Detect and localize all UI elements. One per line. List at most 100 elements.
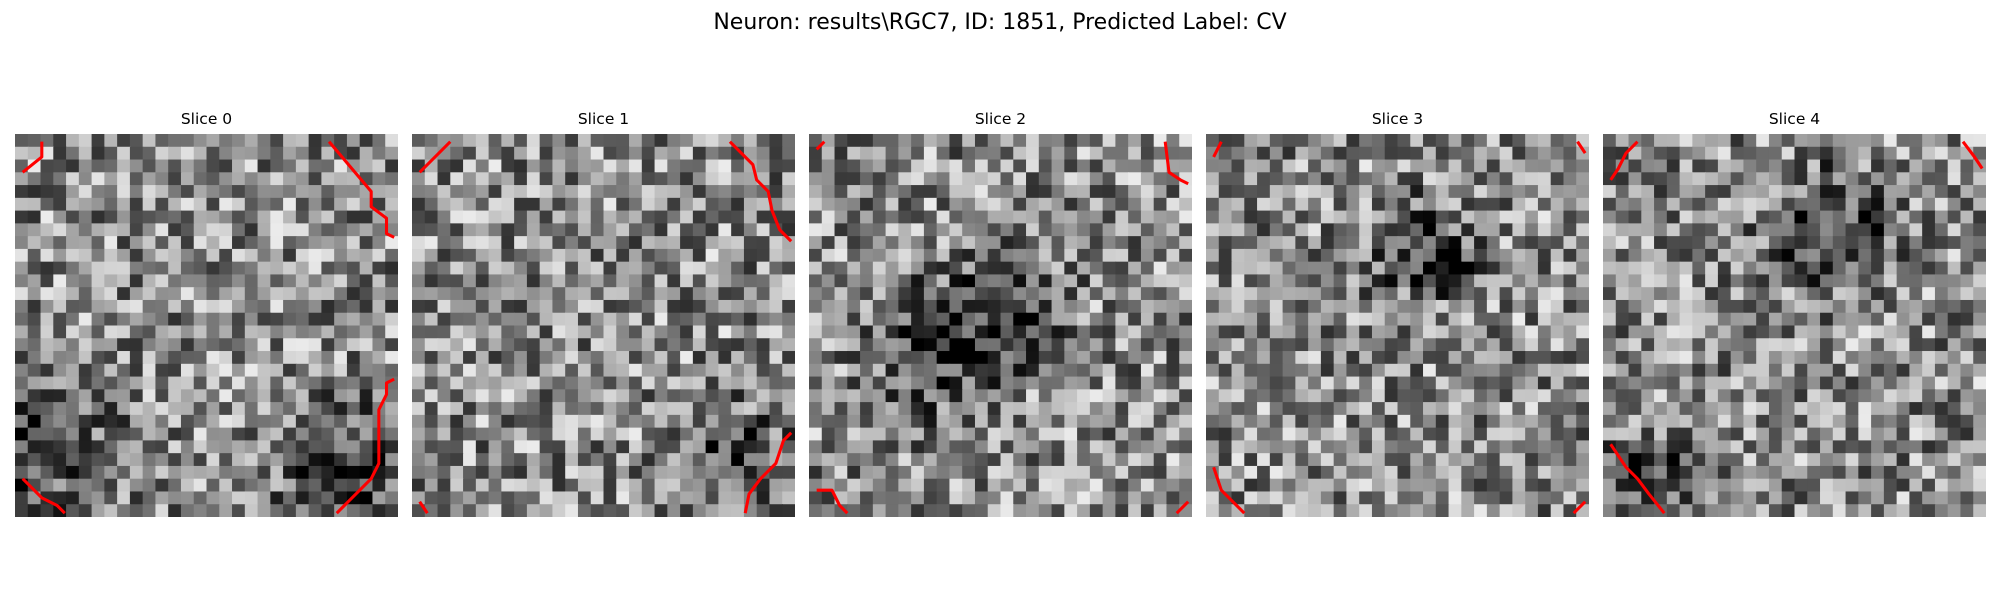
pixel-cell: [1231, 236, 1246, 250]
slice-panel-1: Slice 1: [412, 108, 795, 517]
pixel-cell: [1051, 414, 1066, 429]
pixel-cell: [743, 248, 758, 263]
pixel-cell: [1628, 299, 1643, 314]
pixel-cell: [1244, 146, 1258, 161]
pixel-cell: [1641, 223, 1655, 237]
pixel-cell: [526, 453, 541, 467]
pixel-cell: [334, 338, 348, 352]
pixel-cell: [295, 185, 310, 199]
pixel-cell: [654, 197, 669, 212]
pixel-cell: [962, 299, 976, 314]
pixel-cell: [1807, 197, 1821, 212]
pixel-cell: [193, 414, 208, 429]
pixel-cell: [1717, 159, 1732, 174]
pixel-cell: [168, 465, 182, 480]
pixel-cell: [129, 376, 144, 391]
pixel-cell: [1359, 402, 1373, 416]
pixel-cell: [629, 299, 643, 314]
pixel-cell: [974, 402, 989, 416]
pixel-cell: [1922, 465, 1936, 480]
pixel-cell: [412, 453, 426, 467]
pixel-cell: [565, 185, 579, 199]
pixel-cell: [1384, 478, 1399, 493]
pixel-cell: [1654, 261, 1668, 276]
pixel-cell: [1679, 465, 1694, 480]
pixel-cell: [1038, 325, 1053, 340]
pixel-cell: [1883, 287, 1898, 301]
pixel-cell: [1231, 223, 1246, 237]
pixel-cell: [1743, 236, 1757, 250]
pixel-cell: [1115, 414, 1129, 429]
pixel-cell: [1896, 376, 1911, 391]
pixel-cell: [1397, 312, 1412, 327]
pixel-cell: [1730, 261, 1745, 276]
pixel-cell: [1179, 389, 1192, 403]
pixel-cell: [27, 427, 42, 442]
pixel-cell: [552, 236, 566, 250]
pixel-cell: [1909, 134, 1923, 148]
pixel-cell: [1128, 363, 1142, 378]
pixel-cell: [962, 325, 976, 340]
pixel-cell: [1960, 440, 1974, 454]
pixel-cell: [1563, 504, 1577, 517]
pixel-cell: [552, 223, 566, 237]
pixel-cell: [1359, 248, 1373, 263]
pixel-cell: [1166, 351, 1180, 365]
pixel-cell: [1960, 159, 1974, 174]
pixel-cell: [577, 274, 592, 288]
pixel-cell: [936, 389, 951, 403]
pixel-cell: [872, 299, 887, 314]
pixel-cell: [475, 389, 490, 403]
pixel-cell: [1603, 478, 1617, 493]
pixel-cell: [680, 491, 694, 505]
pixel-cell: [1423, 134, 1437, 148]
pixel-cell: [1089, 402, 1104, 416]
pixel-cell: [1333, 274, 1348, 288]
pixel-cell: [232, 414, 246, 429]
pixel-cell: [1206, 159, 1220, 174]
pixel-cell: [1231, 389, 1246, 403]
pixel-cell: [270, 465, 284, 480]
pixel-cell: [168, 414, 182, 429]
pixel-cell: [1909, 389, 1923, 403]
pixel-cell: [1089, 312, 1104, 327]
pixel-cell: [603, 478, 618, 493]
pixel-cell: [1089, 287, 1104, 301]
pixel-cell: [1871, 223, 1885, 237]
pixel-cell: [1960, 274, 1974, 288]
pixel-cell: [219, 223, 233, 237]
pixel-cell: [987, 478, 1002, 493]
pixel-cell: [1077, 351, 1091, 365]
pixel-cell: [1371, 287, 1386, 301]
pixel-cell: [680, 312, 694, 327]
pixel-cell: [385, 248, 398, 263]
pixel-cell: [1654, 402, 1668, 416]
pixel-cell: [40, 504, 55, 517]
pixel-cell: [1461, 504, 1475, 517]
pixel-cell: [155, 338, 169, 352]
pixel-cell: [104, 185, 118, 199]
pixel-cell: [1474, 478, 1488, 493]
pixel-cell: [936, 146, 951, 161]
pixel-cell: [1883, 363, 1898, 378]
pixel-cell: [1807, 223, 1821, 237]
pixel-cell: [987, 261, 1002, 276]
pixel-cell: [78, 210, 93, 225]
pixel-cell: [974, 389, 989, 403]
pixel-cell: [1384, 351, 1399, 365]
pixel-cell: [1922, 299, 1936, 314]
pixel-cell: [936, 248, 951, 263]
pixel-cell: [1499, 261, 1514, 276]
pixel-cell: [193, 427, 208, 442]
pixel-cell: [1346, 351, 1360, 365]
pixel-cell: [1089, 248, 1104, 263]
pixel-cell: [756, 312, 771, 327]
pixel-cell: [91, 440, 106, 454]
pixel-cell: [1206, 414, 1220, 429]
pixel-cell: [53, 248, 67, 263]
pixel-cell: [1461, 159, 1475, 174]
contour-line: [1175, 500, 1190, 515]
pixel-cell: [1206, 325, 1220, 340]
pixel-cell: [66, 376, 80, 391]
pixel-cell: [1692, 465, 1706, 480]
